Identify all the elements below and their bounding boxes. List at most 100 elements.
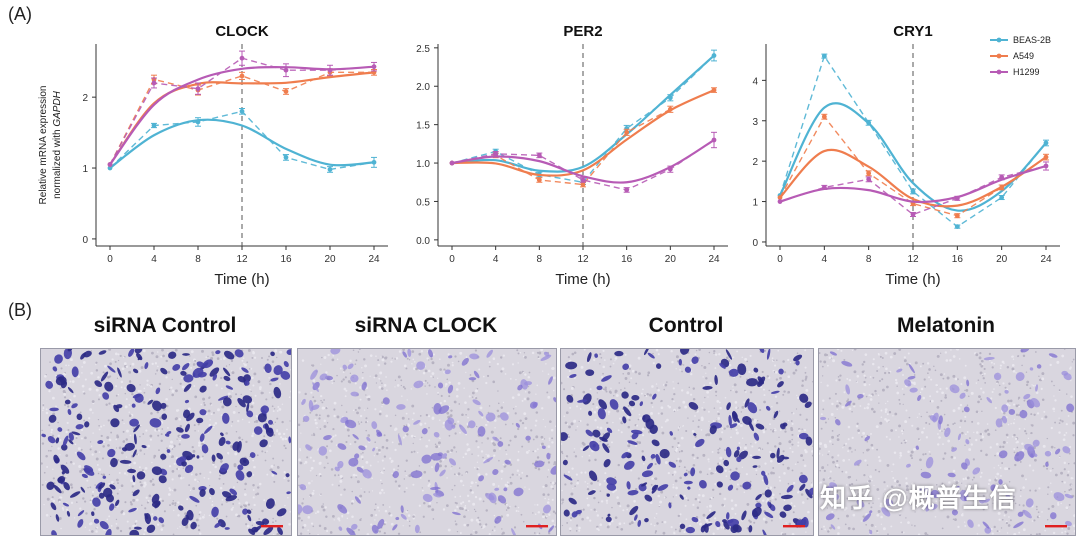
membrane-pore <box>160 528 164 531</box>
membrane-pore <box>791 422 794 425</box>
stained-cell <box>62 435 69 447</box>
membrane-pore <box>364 364 368 368</box>
membrane-pore <box>964 524 967 527</box>
membrane-pore <box>521 399 524 402</box>
membrane-pore <box>274 520 277 522</box>
stained-cell <box>458 424 467 434</box>
membrane-pore <box>914 525 916 527</box>
membrane-pore <box>450 409 453 412</box>
membrane-pore <box>232 390 234 392</box>
membrane-pore <box>248 421 251 424</box>
membrane-pore <box>374 514 378 517</box>
stained-cell <box>160 402 167 409</box>
membrane-pore <box>895 429 897 432</box>
membrane-pore <box>251 524 254 527</box>
stained-cell <box>1061 370 1069 376</box>
stained-cell <box>1001 404 1009 413</box>
stained-cell <box>166 449 171 453</box>
membrane-pore <box>453 484 456 487</box>
membrane-pore <box>221 499 224 501</box>
stained-cell <box>488 492 497 504</box>
membrane-pore <box>913 374 916 376</box>
membrane-pore <box>637 418 640 421</box>
membrane-pore <box>652 352 654 355</box>
membrane-pore <box>744 390 747 393</box>
membrane-pore <box>349 359 352 363</box>
membrane-pore <box>731 356 733 359</box>
stained-cell <box>628 400 636 407</box>
membrane-pore <box>674 528 677 531</box>
membrane-pore <box>927 372 929 375</box>
membrane-pore <box>1016 446 1019 449</box>
membrane-pore <box>636 440 639 443</box>
y-tick-label: 0.5 <box>416 197 430 208</box>
membrane-pore <box>675 494 678 497</box>
membrane-pore <box>169 504 171 506</box>
stained-cell <box>543 504 552 514</box>
membrane-pore <box>928 423 931 425</box>
membrane-pore <box>258 482 262 486</box>
membrane-pore <box>920 468 923 471</box>
membrane-pore <box>434 386 436 388</box>
membrane-pore <box>302 498 305 500</box>
x-tick-label: 4 <box>151 254 157 265</box>
membrane-pore <box>635 444 637 447</box>
membrane-pore <box>613 394 615 397</box>
membrane-pore <box>868 383 871 386</box>
membrane-pore <box>565 455 569 458</box>
membrane-pore <box>596 398 599 400</box>
membrane-pore <box>142 433 145 435</box>
membrane-pore <box>673 437 677 440</box>
membrane-pore <box>114 506 117 509</box>
membrane-pore <box>245 501 249 505</box>
membrane-pore <box>146 383 149 386</box>
membrane-pore <box>549 453 552 455</box>
membrane-pore <box>482 500 485 503</box>
membrane-pore <box>168 487 171 490</box>
stained-cell <box>319 373 328 381</box>
membrane-pore <box>389 513 393 517</box>
membrane-pore <box>197 444 201 447</box>
membrane-pore <box>1046 467 1049 470</box>
stained-cell <box>155 387 161 395</box>
membrane-pore <box>914 498 917 501</box>
stained-cell <box>690 467 696 477</box>
membrane-pore <box>383 531 386 535</box>
membrane-pore <box>996 472 1000 476</box>
stained-cell <box>441 453 448 459</box>
membrane-pore <box>627 372 631 375</box>
membrane-pore <box>179 526 181 528</box>
membrane-pore <box>118 488 121 491</box>
membrane-pore <box>926 533 929 535</box>
membrane-pore <box>928 450 931 453</box>
membrane-pore <box>424 379 427 382</box>
stained-cell <box>736 456 742 463</box>
membrane-pore <box>892 477 895 479</box>
stained-cell <box>71 366 79 378</box>
scale-bar <box>1045 525 1067 528</box>
membrane-pore <box>876 529 879 533</box>
stained-cell <box>83 467 95 476</box>
membrane-pore <box>98 428 101 431</box>
membrane-pore <box>612 421 614 424</box>
membrane-pore <box>478 368 481 371</box>
membrane-pore <box>351 515 354 519</box>
stained-cell <box>352 433 359 440</box>
membrane-pore <box>764 349 767 352</box>
membrane-pore <box>908 416 911 419</box>
membrane-pore <box>988 478 992 482</box>
membrane-pore <box>673 470 677 474</box>
x-tick-label: 12 <box>577 254 589 265</box>
membrane-pore <box>977 379 980 381</box>
membrane-pore <box>996 382 998 385</box>
stained-cell <box>729 423 738 429</box>
membrane-pore <box>342 378 345 381</box>
membrane-pore <box>673 400 675 403</box>
membrane-pore <box>1008 404 1011 407</box>
membrane-pore <box>374 503 377 506</box>
membrane-pore <box>723 427 726 430</box>
stained-cell <box>623 406 632 417</box>
membrane-pore <box>863 407 866 410</box>
membrane-pore <box>739 375 742 378</box>
membrane-pore <box>718 492 722 496</box>
